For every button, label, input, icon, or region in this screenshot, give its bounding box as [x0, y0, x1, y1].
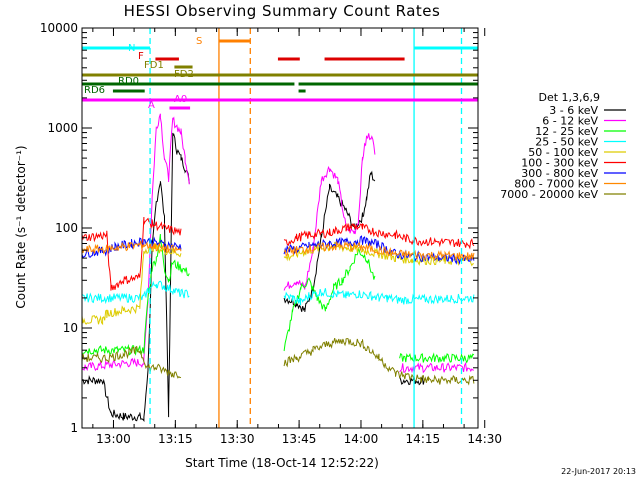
y-axis-label: Count Rate (s⁻¹ detector⁻¹)	[14, 145, 28, 308]
series-line-1	[82, 113, 474, 374]
legend-entry-label-3: 25 - 50 keV	[535, 136, 598, 149]
x-tick-label-1: 13:15	[158, 432, 193, 446]
series-line-0	[82, 132, 425, 422]
series-line-3	[82, 280, 475, 306]
legend-header: Det 1,3,6,9	[538, 91, 600, 104]
x-tick-label-0: 13:00	[96, 432, 131, 446]
x-tick-label-2: 13:30	[220, 432, 255, 446]
legend-entry-label-1: 6 - 12 keV	[542, 115, 598, 128]
legend-entry-label-2: 12 - 25 keV	[535, 125, 598, 138]
y-tick-label-4: 10000	[40, 21, 78, 35]
legend-entry-label-8: 7000 - 20000 keV	[500, 188, 598, 201]
series-line-4	[82, 241, 474, 326]
x-axis-label: Start Time (18-Oct-14 12:52:22)	[185, 456, 379, 470]
y-tick-label-2: 100	[55, 221, 78, 235]
legend-entry-label-6: 300 - 800 keV	[521, 167, 598, 180]
y-tick-label-0: 1	[70, 421, 78, 435]
series-line-8	[82, 337, 475, 386]
y-tick-label-3: 1000	[47, 121, 78, 135]
series-line-7	[82, 240, 475, 262]
state-label-f: F	[138, 51, 144, 62]
state-label-fd1: FD1	[144, 60, 164, 71]
legend-entry-label-4: 50 - 100 keV	[528, 146, 598, 159]
y-tick-label-1: 10	[63, 321, 78, 335]
x-tick-label-3: 13:45	[282, 432, 317, 446]
x-tick-label-5: 14:15	[406, 432, 441, 446]
state-label-s: S	[196, 36, 202, 47]
series-line-5	[82, 216, 475, 291]
legend-entry-label-0: 3 - 6 keV	[549, 104, 598, 117]
x-tick-label-6: 14:30	[467, 432, 502, 446]
state-label-a0: A0	[174, 94, 187, 105]
state-label-rd0: RD0	[118, 76, 139, 87]
state-label-a: A	[148, 100, 155, 111]
series-line-2	[82, 234, 475, 364]
chart-title: HESSI Observing Summary Count Rates	[124, 2, 441, 20]
state-label-rd6: RD6	[84, 85, 105, 96]
date-stamp: 22-Jun-2017 20:13	[561, 467, 636, 476]
state-label-n: N	[128, 43, 135, 54]
legend-entry-label-5: 100 - 300 keV	[521, 157, 598, 170]
state-label-fd2: FD2	[174, 69, 194, 80]
legend-entry-label-7: 800 - 7000 keV	[514, 178, 598, 191]
x-tick-label-4: 14:00	[344, 432, 379, 446]
